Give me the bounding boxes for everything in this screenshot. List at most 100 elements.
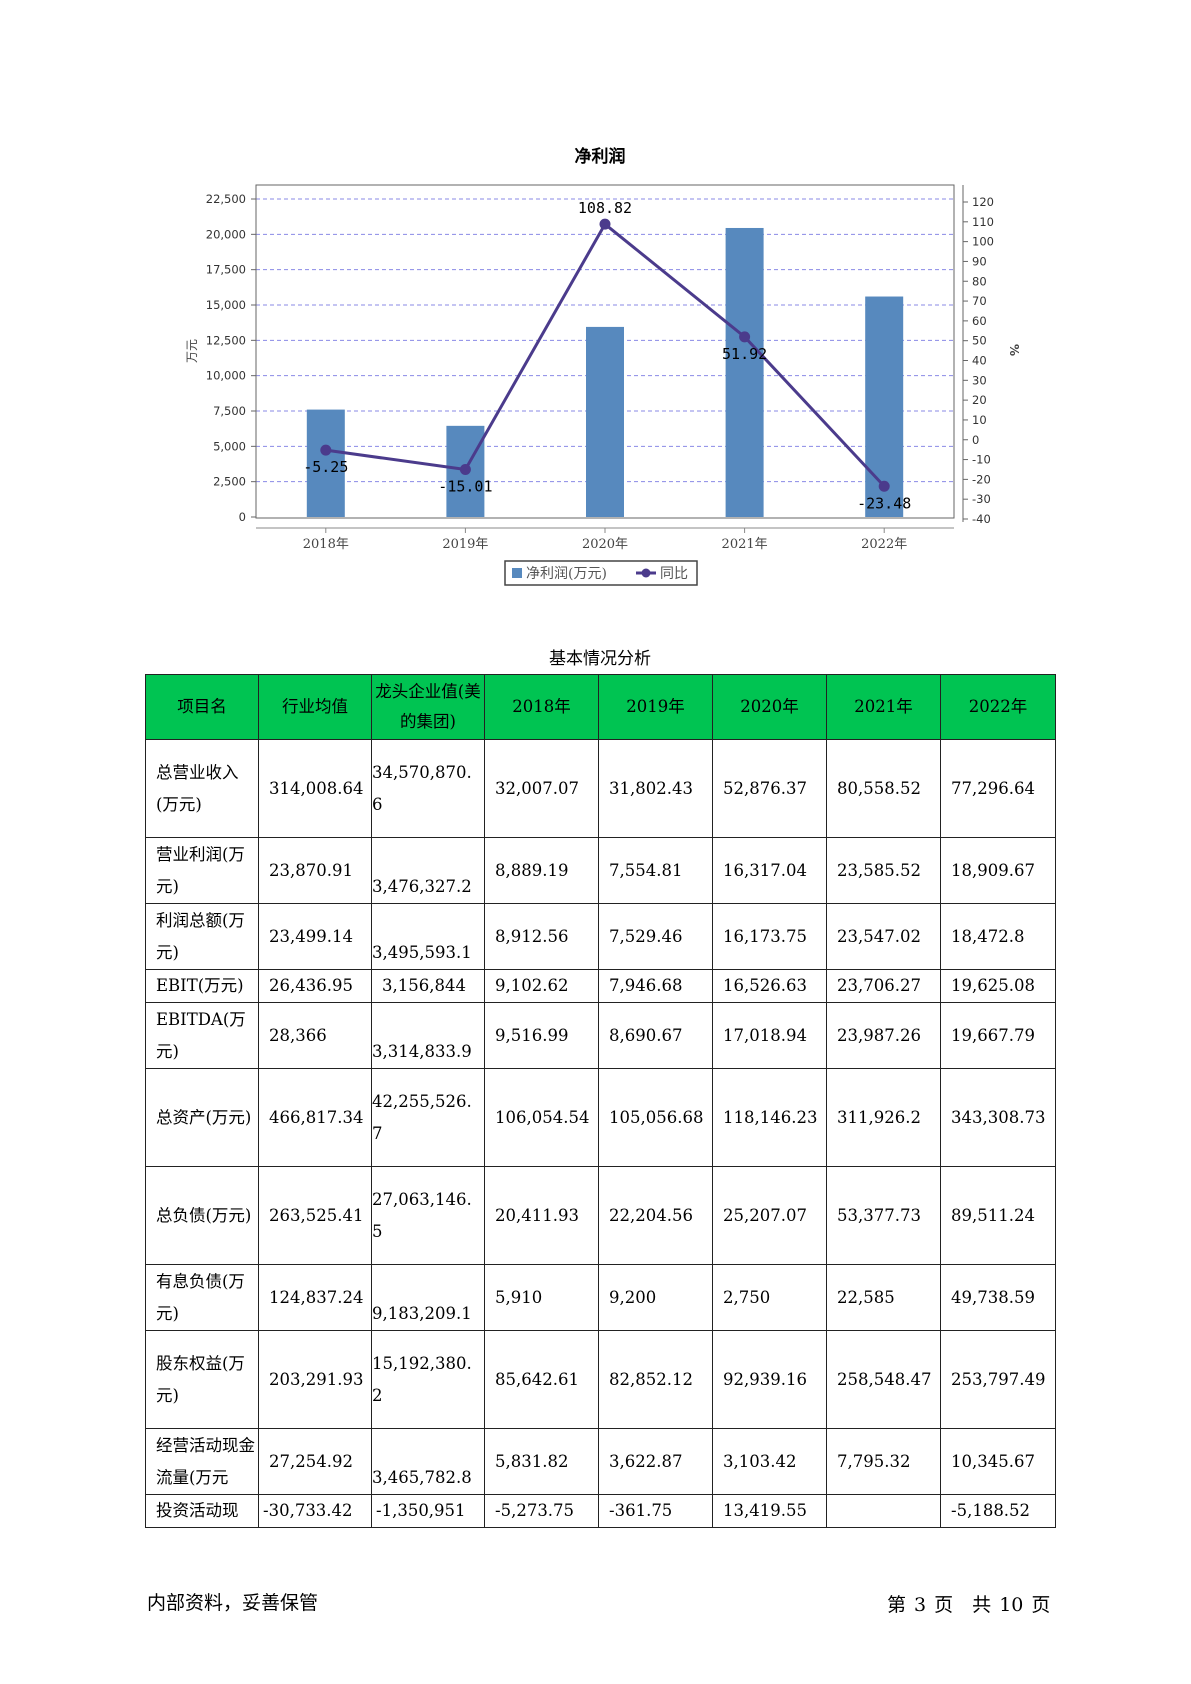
yoy-marker: [599, 218, 611, 230]
right-y-axis: -40 -30 -20 -10 0 10 20 30 40 50 60 70 80 90 100 110 120: [962, 185, 994, 526]
cell: 263,525.41: [258, 1166, 372, 1265]
cell: 31,802.43: [598, 739, 713, 838]
cell: 3,314,833.9: [371, 1002, 485, 1069]
cell: 28,366: [258, 1002, 372, 1069]
cell: 77,296.64: [940, 739, 1056, 838]
yoy-marker: [878, 480, 890, 492]
line-series: -5.25 -15.01 108.82 51.92 -23.48: [303, 199, 911, 512]
header-leader-value: 龙头企业值(美的集团): [371, 674, 485, 740]
cell: 3,103.42: [712, 1428, 827, 1495]
yoy-data-label: -5.25: [303, 458, 348, 476]
row-label: EBIT(万元): [145, 969, 259, 1003]
x-tick-label: 2021年: [722, 537, 768, 552]
cell: 5,910: [484, 1264, 599, 1331]
left-tick-label: 20,000: [206, 227, 246, 241]
cell: 9,516.99: [484, 1002, 599, 1069]
table-row: 有息负债(万元) 124,837.24 9,183,209.1 5,910 9,…: [145, 1264, 1056, 1331]
left-tick-label: 15,000: [206, 298, 246, 312]
cell: 466,817.34: [258, 1068, 372, 1167]
cell: 8,912.56: [484, 903, 599, 970]
table-row: 经营活动现金流量(万元 27,254.92 3,465,782.8 5,831.…: [145, 1428, 1056, 1495]
bar-2018年: [306, 409, 345, 517]
legend-bar-label: 净利润(万元): [526, 566, 607, 582]
legend-box: [504, 560, 698, 586]
cell: 343,308.73: [940, 1068, 1056, 1167]
table-row: 总负债(万元) 263,525.41 27,063,146.5 20,411.9…: [145, 1166, 1056, 1265]
row-label: 股东权益(万元): [145, 1330, 259, 1429]
row-label: 利润总额(万元): [145, 903, 259, 970]
row-label: 有息负债(万元): [145, 1264, 259, 1331]
yoy-data-label: -15.01: [438, 477, 492, 495]
yoy-data-label: -23.48: [857, 494, 911, 512]
bar-2021年: [725, 227, 764, 517]
cell: 258,548.47: [826, 1330, 941, 1429]
table-row: EBIT(万元) 26,436.95 3,156,844 9,102.62 7,…: [145, 969, 1056, 1003]
header-2021: 2021年: [826, 674, 941, 740]
left-axis-label: 万元: [185, 339, 199, 363]
footer-page-number: 第 3 页 共 10 页: [887, 1594, 1051, 1616]
cell: 42,255,526.7: [371, 1068, 485, 1167]
right-tick-label: 40: [972, 354, 987, 368]
cell: 9,200: [598, 1264, 713, 1331]
left-tick-label: 12,500: [206, 333, 246, 347]
cell: 49,738.59: [940, 1264, 1056, 1331]
right-tick-label: 100: [972, 235, 994, 249]
cell: 23,499.14: [258, 903, 372, 970]
right-tick-label: 70: [972, 294, 987, 308]
row-label: 总负债(万元): [145, 1166, 259, 1265]
cell: 253,797.49: [940, 1330, 1056, 1429]
row-label: 营业利润(万元): [145, 837, 259, 904]
cell: 311,926.2: [826, 1068, 941, 1167]
table-row: EBITDA(万元) 28,366 3,314,833.9 9,516.99 8…: [145, 1002, 1056, 1069]
cell: -5,273.75: [484, 1494, 599, 1528]
x-tick-label: 2018年: [303, 537, 349, 552]
cell: 27,254.92: [258, 1428, 372, 1495]
x-tick-label: 2020年: [582, 537, 628, 552]
cell: 16,317.04: [712, 837, 827, 904]
yoy-marker: [739, 331, 751, 343]
header-2020: 2020年: [712, 674, 827, 740]
cell: 26,436.95: [258, 969, 372, 1003]
right-tick-label: -20: [972, 472, 991, 486]
footer-confidential-note: 内部资料，妥善保管: [147, 1592, 319, 1614]
legend-bar-swatch: [512, 568, 522, 578]
header-2018: 2018年: [484, 674, 599, 740]
yoy-marker: [459, 463, 471, 475]
cell: 9,183,209.1: [371, 1264, 485, 1331]
cell: 10,345.67: [940, 1428, 1056, 1495]
cell: 23,870.91: [258, 837, 372, 904]
right-axis-label: %: [1007, 344, 1021, 356]
cell: 16,173.75: [712, 903, 827, 970]
chart-title: 净利润: [575, 146, 626, 167]
header-industry-avg: 行业均值: [258, 674, 372, 740]
left-tick-label: 17,500: [206, 263, 246, 277]
cell: 118,146.23: [712, 1068, 827, 1167]
cell: 7,795.32: [826, 1428, 941, 1495]
right-tick-label: -10: [972, 453, 991, 467]
cell: 18,472.8: [940, 903, 1056, 970]
x-tick-label: 2019年: [442, 537, 488, 552]
cell: 53,377.73: [826, 1166, 941, 1265]
cell: 3,622.87: [598, 1428, 713, 1495]
chart-grid: [256, 198, 954, 483]
cell: 3,476,327.2: [371, 837, 485, 904]
yoy-marker: [320, 444, 332, 456]
cell: 22,204.56: [598, 1166, 713, 1265]
yoy-data-label: 108.82: [578, 199, 632, 217]
cell: 32,007.07: [484, 739, 599, 838]
left-tick-label: 22,500: [206, 192, 246, 206]
cell: 85,642.61: [484, 1330, 599, 1429]
yoy-data-label: 51.92: [722, 345, 767, 363]
header-2019: 2019年: [598, 674, 713, 740]
cell: 8,889.19: [484, 837, 599, 904]
cell: 8,690.67: [598, 1002, 713, 1069]
cell: 17,018.94: [712, 1002, 827, 1069]
cell: 2,750: [712, 1264, 827, 1331]
row-label: 总资产(万元): [145, 1068, 259, 1167]
right-tick-label: 0: [972, 433, 979, 447]
cell: 23,585.52: [826, 837, 941, 904]
left-tick-label: 10,000: [206, 369, 246, 383]
table-row: 总营业收入(万元) 314,008.64 34,570,870.6 32,007…: [145, 739, 1056, 838]
row-label: EBITDA(万元): [145, 1002, 259, 1069]
cell: 7,946.68: [598, 969, 713, 1003]
